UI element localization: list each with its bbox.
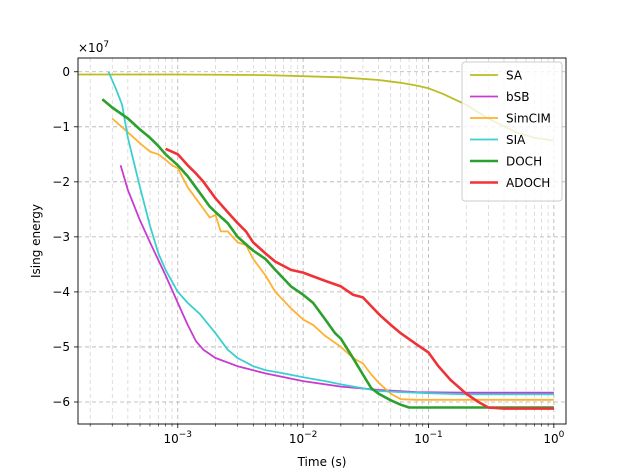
series-line-simcim — [111, 117, 554, 401]
series-line-adoch — [165, 147, 554, 410]
legend-label-sia: SIA — [506, 133, 526, 147]
x-tick-label: 10−2 — [289, 430, 318, 446]
legend: SA bSB SimCIM SIA DOCH ADOCH — [461, 61, 563, 202]
y-multiplier: ×107 — [78, 40, 109, 55]
y-tick-label: −4 — [52, 285, 70, 299]
axis-ticks: 10−3 10−2 10−1 100 0 −1 −2 −3 −4 −5 −6 — [52, 65, 564, 446]
y-tick-label: −6 — [52, 395, 70, 409]
x-tick-label: 10−3 — [163, 430, 192, 446]
series-line-doch — [101, 98, 554, 409]
y-tick-label: −2 — [52, 175, 70, 189]
y-tick-label: −5 — [52, 340, 70, 354]
legend-label-sa: SA — [506, 69, 523, 83]
legend-label-bsb: bSB — [506, 90, 529, 104]
x-tick-label: 100 — [543, 430, 564, 446]
plot-frame — [77, 57, 567, 425]
y-axis-label: Ising energy — [29, 204, 43, 278]
x-tick-label: 10−1 — [414, 430, 443, 446]
y-tick-label: −3 — [52, 230, 70, 244]
y-tick-label: 0 — [62, 65, 70, 79]
legend-label-simcim: SimCIM — [506, 112, 551, 126]
legend-label-adoch: ADOCH — [506, 176, 550, 190]
legend-label-doch: DOCH — [506, 155, 542, 169]
x-axis-label: Time (s) — [297, 455, 347, 469]
y-tick-label: −1 — [52, 120, 70, 134]
series-line-sia — [107, 71, 554, 396]
series-lines — [78, 71, 555, 410]
